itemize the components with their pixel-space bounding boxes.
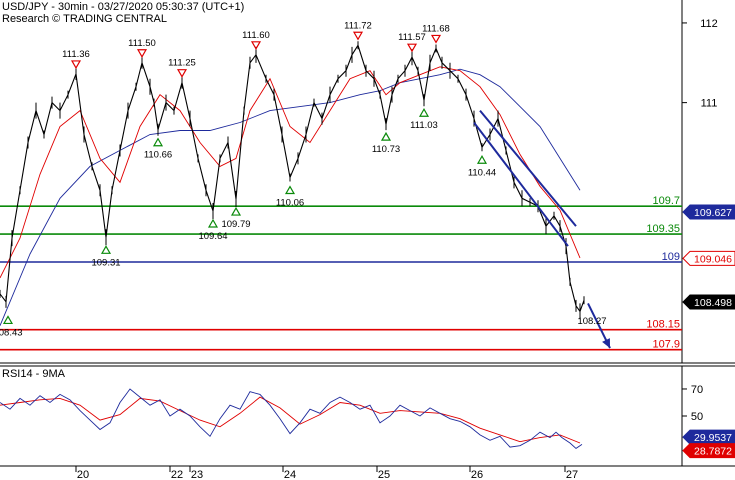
forecast-arrow-head <box>602 338 610 349</box>
high-marker-111.60 <box>250 41 262 51</box>
high-marker-111.50 <box>136 49 148 58</box>
x-tick-label-20: 20 <box>77 469 89 480</box>
x-tick-label-26: 26 <box>471 469 483 480</box>
chart-header-title: USD/JPY - 30min - 03/27/2020 05:30:37 (U… <box>2 1 245 13</box>
high-marker-111.72 <box>352 31 364 41</box>
chart-header-source: Research © TRADING CENTRAL <box>2 13 167 25</box>
channel-line-2 <box>479 109 577 227</box>
price-tag-box-108.498 <box>682 294 735 310</box>
ma-slow-line <box>0 68 581 326</box>
level-label-109.35: 109.35 <box>646 223 680 235</box>
current-price-tags: 109.627 109.046 108.498 <box>682 204 735 310</box>
low-marker-111.03 <box>418 108 430 117</box>
rsi-tag-box-29.9537 <box>682 429 735 445</box>
low-label-110.66: 110.66 <box>144 150 172 161</box>
price-tick-label-112: 112 <box>700 18 718 30</box>
rsi-tag-label-29.9537: 29.9537 <box>694 432 732 444</box>
rsi-panel: 50 70 29.9537 28.7872 RSI14 - 9MA <box>0 365 735 467</box>
low-marker-110.73 <box>380 131 392 141</box>
rsi-axis-ticks: 50 70 <box>682 384 703 423</box>
low-marker-110.44 <box>476 155 488 164</box>
high-label-111.36: 111.36 <box>62 49 90 60</box>
price-tag-label-109.046: 109.046 <box>694 253 732 265</box>
price-panel: 109.7 109.35 109 108.15 107.9 111.36 111.50 11… <box>0 0 735 364</box>
rsi-title: RSI14 - 9MA <box>2 368 66 380</box>
low-label-110.73: 110.73 <box>372 144 400 155</box>
trend-channel <box>473 109 611 349</box>
level-label-109.7: 109.7 <box>652 195 680 207</box>
x-tick-label-27: 27 <box>566 469 578 480</box>
price-tag-label-108.498: 108.498 <box>694 297 732 309</box>
rsi-tick-label-70: 70 <box>691 384 703 396</box>
low-label-109.64: 109.64 <box>198 231 227 242</box>
high-label-111.50: 111.50 <box>128 38 156 49</box>
high-label-111.72: 111.72 <box>344 20 372 31</box>
rsi-tick-label-50: 50 <box>691 411 703 423</box>
x-axis: 20 22 23 24 25 26 27 <box>75 466 578 480</box>
high-label-111.25: 111.25 <box>168 58 196 69</box>
price-tag-box-109.046 <box>682 250 735 266</box>
rsi-line <box>0 388 583 449</box>
x-tick-label-25: 25 <box>378 469 390 480</box>
high-label-111.60: 111.60 <box>242 30 270 41</box>
low-marker-108.43 <box>2 315 14 325</box>
low-marker-109.64 <box>207 218 219 228</box>
level-label-108.15: 108.15 <box>646 319 680 331</box>
price-axis-ticks: 111 112 <box>682 18 718 110</box>
high-marker-111.36 <box>70 60 82 70</box>
high-marker-111.68 <box>430 34 442 44</box>
rsi-tag-box-28.7872 <box>682 443 735 459</box>
high-label-111.68: 111.68 <box>422 23 450 34</box>
ma-slow-path <box>0 68 581 326</box>
rsi-value-tags: 29.9537 28.7872 <box>682 429 735 459</box>
rsi-ma-line <box>0 396 581 444</box>
level-label-107.9: 107.9 <box>652 339 680 351</box>
low-label-109.31: 109.31 <box>91 257 120 268</box>
x-tick-label-23: 23 <box>191 469 203 480</box>
price-path <box>0 44 585 313</box>
high-marker-111.57 <box>406 43 418 53</box>
low-label-110.44: 110.44 <box>468 167 496 178</box>
high-label-111.57: 111.57 <box>398 32 426 43</box>
ma-fast-path <box>0 66 581 279</box>
price-tick-label-111: 111 <box>701 98 718 110</box>
low-label-111.03: 111.03 <box>410 120 438 131</box>
price-series <box>0 41 585 320</box>
rsi-ma-path <box>0 396 581 444</box>
price-tag-box-109.627 <box>682 204 735 220</box>
x-tick-label-24: 24 <box>284 469 296 480</box>
price-annotations: 111.36111.50111.25111.60111.72111.57111.… <box>0 20 607 338</box>
level-label-109: 109 <box>662 251 680 263</box>
support-resistance-lines: 109.7 109.35 109 108.15 107.9 <box>0 195 682 351</box>
channel-line-1 <box>473 121 569 247</box>
price-tag-label-109.627: 109.627 <box>694 207 732 219</box>
low-marker-109.79 <box>230 206 242 216</box>
low-marker-110.66 <box>152 137 164 147</box>
ma-fast-line <box>0 66 581 279</box>
low-label-109.79: 109.79 <box>221 219 250 230</box>
low-label-108.43: 108.43 <box>0 327 23 338</box>
x-tick-label-22: 22 <box>171 469 183 480</box>
target-label-108.27: 108.27 <box>577 316 606 327</box>
rsi-tag-label-28.7872: 28.7872 <box>694 446 732 458</box>
low-label-110.06: 110.06 <box>276 198 304 209</box>
low-marker-109.31 <box>100 245 112 254</box>
rsi-path <box>0 388 583 449</box>
high-marker-111.25 <box>176 69 188 78</box>
low-marker-110.06 <box>284 185 296 195</box>
